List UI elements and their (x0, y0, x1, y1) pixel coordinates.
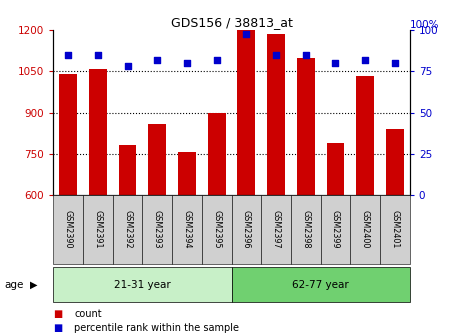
Text: GSM2398: GSM2398 (301, 210, 310, 249)
Bar (291, 195, 320, 264)
Text: GSM2399: GSM2399 (331, 210, 340, 249)
Bar (297, 58, 315, 195)
Bar (380, 195, 410, 264)
Text: ■: ■ (53, 309, 63, 319)
Point (183, 60, 191, 66)
Text: GSM2400: GSM2400 (361, 210, 369, 249)
Bar (53, 267, 232, 302)
Text: count: count (74, 309, 102, 319)
Point (243, 31, 250, 36)
Text: GSM2392: GSM2392 (123, 210, 132, 249)
Point (124, 64, 131, 69)
Text: ■: ■ (53, 323, 63, 333)
Text: age: age (5, 280, 24, 290)
Bar (178, 152, 196, 195)
Bar (232, 195, 261, 264)
Text: GSM2395: GSM2395 (212, 210, 221, 249)
Text: GSM2397: GSM2397 (272, 210, 281, 249)
Point (272, 52, 280, 58)
Bar (261, 195, 291, 264)
Point (64, 52, 72, 58)
Bar (148, 124, 166, 195)
Text: 21-31 year: 21-31 year (114, 280, 171, 290)
Bar (386, 129, 404, 195)
Bar (89, 69, 107, 195)
Bar (202, 195, 232, 264)
Bar (326, 143, 344, 195)
Point (391, 60, 399, 66)
Point (213, 57, 220, 62)
Text: GSM2390: GSM2390 (63, 210, 73, 249)
Text: GSM2391: GSM2391 (94, 210, 102, 249)
Bar (59, 74, 77, 195)
Bar (350, 195, 380, 264)
Text: GSM2396: GSM2396 (242, 210, 251, 249)
Text: ▶: ▶ (30, 280, 38, 290)
Text: GSM2401: GSM2401 (390, 210, 400, 249)
Text: 62-77 year: 62-77 year (292, 280, 349, 290)
Bar (53, 195, 83, 264)
Point (154, 57, 161, 62)
Bar (320, 195, 350, 264)
Text: percentile rank within the sample: percentile rank within the sample (74, 323, 239, 333)
Point (302, 52, 309, 58)
Bar (232, 267, 410, 302)
Point (362, 57, 369, 62)
Bar (172, 195, 202, 264)
Title: GDS156 / 38813_at: GDS156 / 38813_at (170, 16, 293, 29)
Point (332, 60, 339, 66)
Bar (267, 34, 285, 195)
Text: 100%: 100% (410, 20, 439, 30)
Bar (113, 195, 143, 264)
Bar (83, 195, 113, 264)
Bar (143, 195, 172, 264)
Text: GSM2394: GSM2394 (182, 210, 191, 249)
Bar (119, 145, 137, 195)
Bar (357, 76, 374, 195)
Bar (238, 30, 255, 195)
Text: GSM2393: GSM2393 (153, 210, 162, 249)
Point (94, 52, 101, 58)
Bar (208, 113, 225, 195)
